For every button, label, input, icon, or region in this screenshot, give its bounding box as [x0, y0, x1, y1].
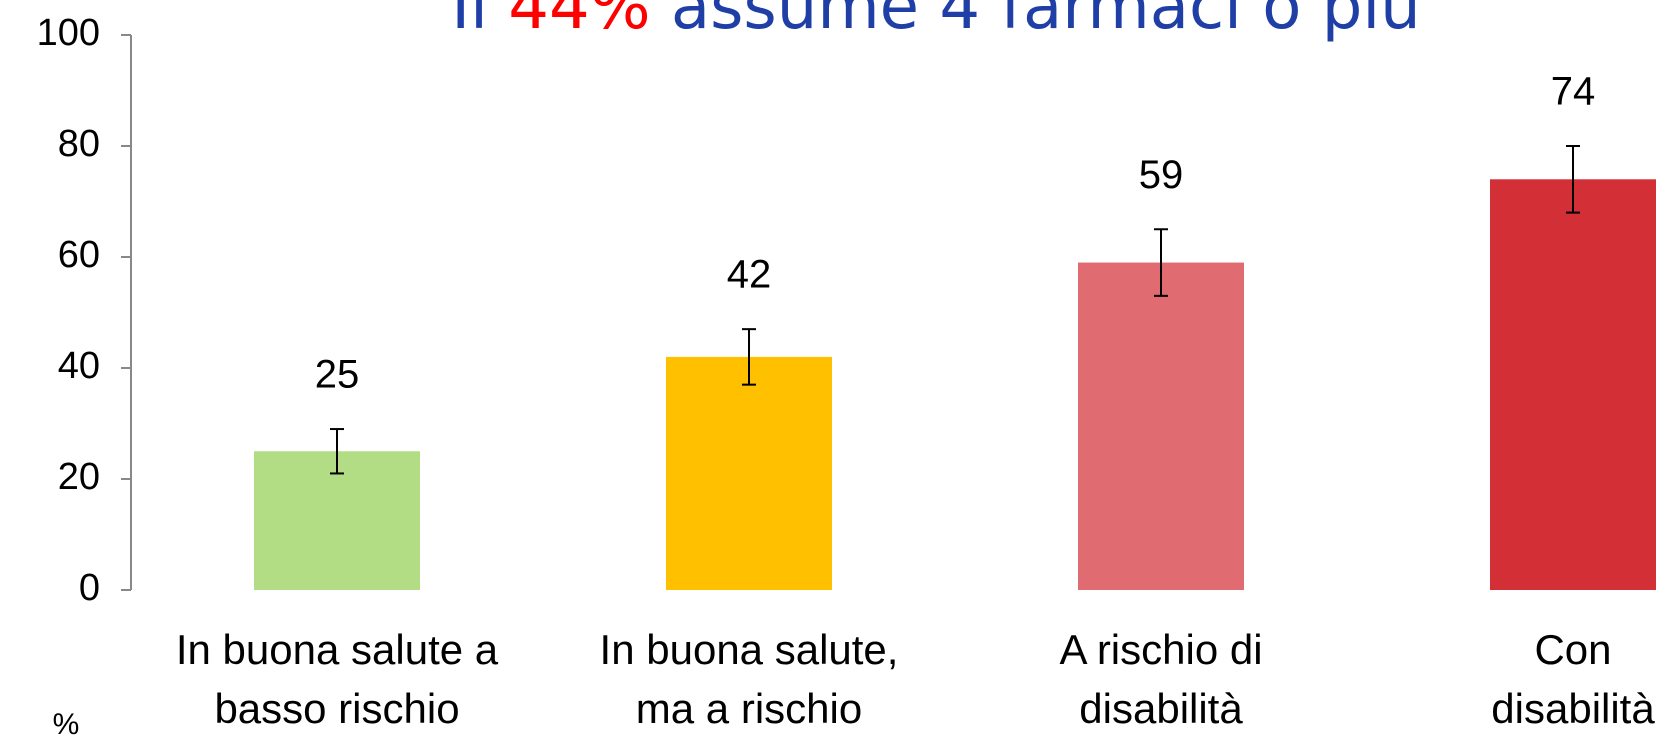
x-tick-label: In buona salute,	[600, 626, 899, 673]
y-tick-label: 40	[58, 345, 100, 387]
x-tick-label: A rischio di	[1059, 626, 1262, 673]
y-tick-label: 80	[58, 123, 100, 165]
bar	[666, 356, 832, 590]
x-tick-label: ma a rischio	[636, 685, 862, 732]
x-tick-label: disabilità	[1079, 685, 1243, 732]
y-tick-label: 60	[58, 234, 100, 276]
x-tick-label: Con	[1534, 626, 1611, 673]
y-tick-label: 100	[37, 12, 100, 54]
x-tick-label: disabilità	[1491, 685, 1655, 732]
bar	[1490, 179, 1656, 591]
bar	[1078, 262, 1244, 590]
data-label: 74	[1551, 70, 1596, 114]
y-tick-label: 20	[58, 456, 100, 498]
title-part: Il	[451, 0, 508, 44]
y-tick-label: 0	[79, 567, 100, 609]
data-label: 42	[727, 253, 772, 297]
chart-title: Il 44% assume 4 farmaci o più	[451, 0, 1420, 44]
x-tick-label: In buona salute a	[176, 626, 499, 673]
y-unit: %	[53, 708, 80, 741]
title-part: assume 4 farmaci o più	[651, 0, 1421, 44]
x-tick-label: basso rischio	[214, 685, 459, 732]
data-label: 25	[315, 353, 360, 397]
data-label: 59	[1139, 153, 1184, 197]
title-part: 44%	[508, 0, 650, 44]
